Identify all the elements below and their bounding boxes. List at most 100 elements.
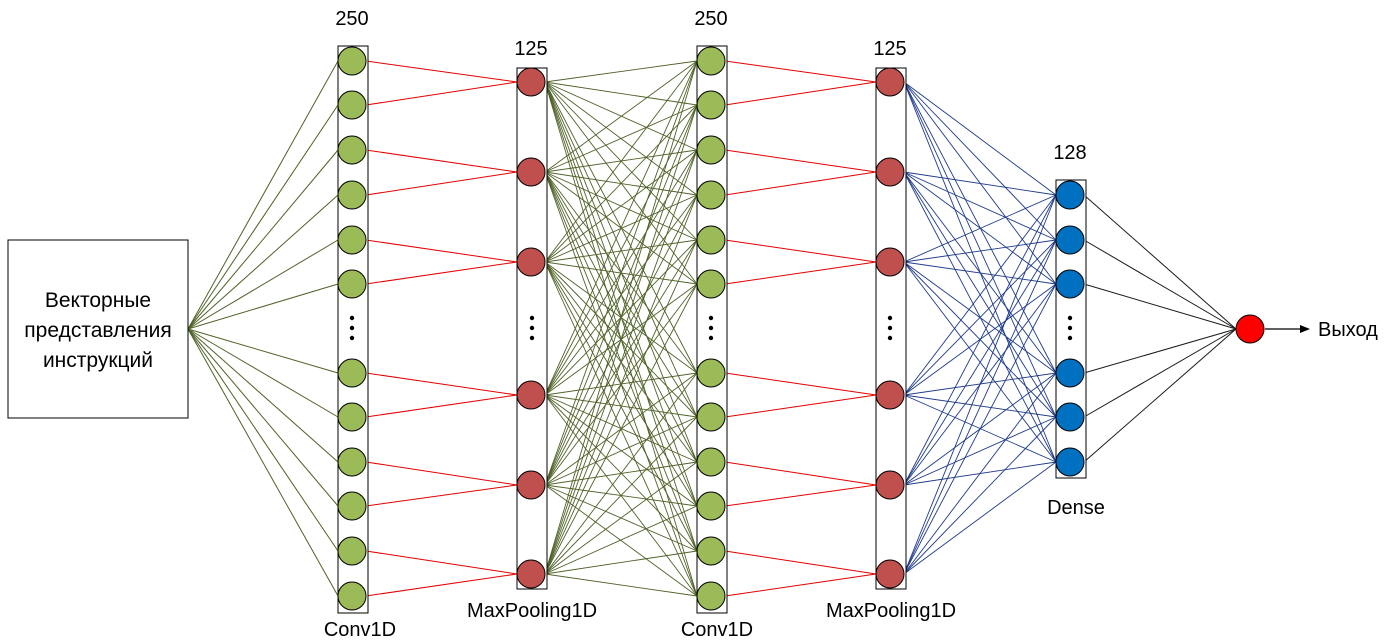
pool1-conv2-connection-6-9 (544, 461, 698, 575)
pool2-dense-connection-2-1 (903, 171, 1057, 196)
pool1-node-3 (516, 247, 546, 277)
conv2-pool2-connection-11 (724, 550, 877, 575)
conv1-ellipsis-dot-1 (349, 315, 355, 321)
pool1-node-2 (516, 157, 546, 187)
conv2-node-5 (696, 225, 726, 255)
pool2-dense-connection-1-2 (903, 81, 1057, 241)
input-conv1-connection-2 (187, 104, 339, 330)
pool1-conv2-connection-4-10 (544, 394, 698, 507)
dense-output-connection-1 (1083, 194, 1237, 330)
conv1-node-7 (337, 358, 367, 388)
pool2-node-6 (875, 559, 905, 589)
dense-node-5 (1055, 402, 1085, 432)
conv1-count: 250 (335, 8, 368, 30)
pool2-dense-connection-3-3 (903, 261, 1057, 285)
conv2-ellipsis-dot-1 (708, 315, 714, 321)
conv1-pool1-connection-2 (365, 81, 518, 106)
conv2-pool2-connection-5 (724, 239, 877, 263)
input-conv1-connection-11 (187, 328, 339, 552)
pool2-dense-connection-1-1 (903, 81, 1057, 196)
conv2-node-10 (696, 491, 726, 521)
conv2-node-6 (696, 269, 726, 299)
pool2-dense-connection-6-5 (903, 416, 1057, 575)
pool1-conv2-connection-6-8 (544, 416, 698, 575)
conv1-pool1-connection-9 (365, 461, 518, 486)
conv2-label: Conv1D (681, 619, 753, 641)
pool1-conv2-connection-6-11 (544, 550, 698, 575)
pool1-ellipsis-dot-3 (529, 335, 535, 341)
pool1-conv2-connection-2-1 (544, 60, 698, 173)
input-conv1-connection-10 (187, 328, 339, 507)
conv1-pool1-connection-10 (365, 484, 518, 507)
conv1-pool1-connection-6 (365, 261, 518, 285)
pool2-dense-connection-5-1 (903, 194, 1057, 486)
pool2-dense-connection-2-4 (903, 171, 1057, 374)
conv1-label: Conv1D (324, 619, 396, 641)
conv1-pool1-connection-3 (365, 149, 518, 173)
dense-node-6 (1055, 447, 1085, 477)
conv1-pool1-connection-7 (365, 372, 518, 396)
conv2-pool2-connection-9 (724, 461, 877, 486)
pool2-dense-connection-3-1 (903, 194, 1057, 263)
ellipsis-group (349, 315, 1073, 341)
pool1-conv2-connection-5-1 (544, 60, 698, 486)
pool2-label: MaxPooling1D (826, 600, 956, 622)
pool1-conv2-connection-1-1 (544, 60, 698, 83)
conv2-node-9 (696, 447, 726, 477)
pool1-conv2-connection-6-2 (544, 104, 698, 575)
pool2-node-1 (875, 67, 905, 97)
input-conv1-connection-1 (187, 60, 339, 330)
pool2-ellipsis-dot-1 (887, 315, 893, 321)
conv1-node-4 (337, 180, 367, 210)
pool1-conv2-connection-1-2 (544, 81, 698, 106)
pool2-dense-connection-6-6 (903, 461, 1057, 575)
output-label: Выход (1318, 319, 1378, 341)
input-conv1-connection-5 (187, 239, 339, 330)
pool1-count: 125 (514, 38, 547, 60)
conv1-pool1-connection-5 (365, 239, 518, 263)
pool1-node-6 (516, 559, 546, 589)
pool1-conv2-connection-4-1 (544, 60, 698, 396)
pool1-label: MaxPooling1D (467, 600, 597, 622)
pool2-dense-connection-5-5 (903, 416, 1057, 486)
pool1-ellipsis-dot-1 (529, 315, 535, 321)
pool1-conv2-connection-4-2 (544, 104, 698, 396)
connections-group (187, 60, 1237, 597)
pool2-ellipsis-dot-2 (887, 325, 893, 331)
conv1-pool1-connection-11 (365, 550, 518, 575)
conv2-node-1 (696, 46, 726, 76)
dense-output-connection-4 (1083, 328, 1237, 374)
pool2-dense-connection-6-4 (903, 372, 1057, 575)
pool1-conv2-connection-5-8 (544, 416, 698, 486)
conv2-pool2-connection-6 (724, 261, 877, 285)
input-conv1-connection-8 (187, 328, 339, 418)
conv1-node-10 (337, 491, 367, 521)
conv1-node-12 (337, 581, 367, 611)
conv2-pool2-connection-1 (724, 60, 877, 83)
conv2-node-7 (696, 358, 726, 388)
dense-node-4 (1055, 358, 1085, 388)
conv1-node-2 (337, 90, 367, 120)
conv2-pool2-connection-12 (724, 573, 877, 597)
conv2-node-3 (696, 135, 726, 165)
pool2-node-3 (875, 247, 905, 277)
pool2-dense-connection-6-3 (903, 283, 1057, 575)
pool2-dense-connection-4-2 (903, 239, 1057, 396)
conv1-node-5 (337, 225, 367, 255)
dense-output-connection-5 (1083, 328, 1237, 418)
pool1-conv2-connection-3-1 (544, 60, 698, 263)
conv2-node-8 (696, 402, 726, 432)
pool1-conv2-connection-6-1 (544, 60, 698, 575)
pool2-node-2 (875, 157, 905, 187)
conv2-node-12 (696, 581, 726, 611)
output-node (1235, 314, 1265, 344)
pool2-dense-connection-6-2 (903, 239, 1057, 575)
conv2-node-2 (696, 90, 726, 120)
conv2-pool2-connection-3 (724, 149, 877, 173)
conv2-pool2-connection-2 (724, 81, 877, 106)
dense-count: 128 (1053, 142, 1086, 164)
dense-node-1 (1055, 180, 1085, 210)
conv1-pool1-connection-12 (365, 573, 518, 597)
conv2-ellipsis-dot-3 (708, 335, 714, 341)
pool1-conv2-connection-6-7 (544, 372, 698, 575)
